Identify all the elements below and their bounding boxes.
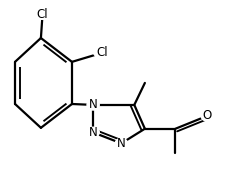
Text: N: N bbox=[89, 126, 98, 139]
Text: N: N bbox=[117, 137, 126, 150]
Ellipse shape bbox=[201, 111, 213, 121]
Text: Cl: Cl bbox=[37, 8, 48, 21]
Ellipse shape bbox=[115, 138, 128, 148]
Ellipse shape bbox=[34, 9, 51, 19]
Text: O: O bbox=[203, 109, 212, 122]
Ellipse shape bbox=[87, 127, 99, 137]
Text: N: N bbox=[89, 98, 98, 111]
Text: Cl: Cl bbox=[97, 46, 108, 59]
Ellipse shape bbox=[94, 48, 111, 58]
Ellipse shape bbox=[87, 100, 99, 110]
